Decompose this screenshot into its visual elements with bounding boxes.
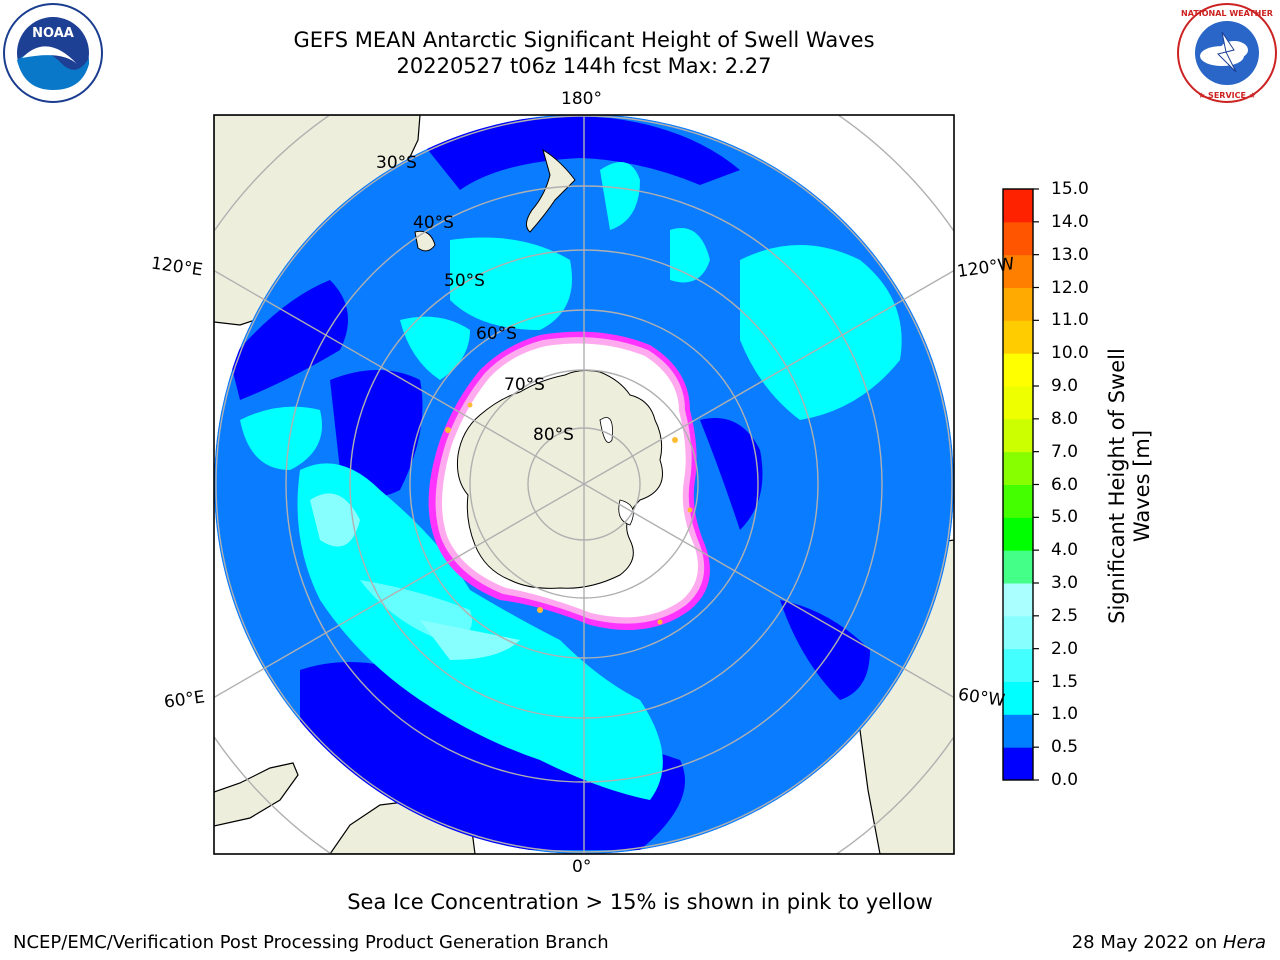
colorbar-tick-label: 10.0 <box>1051 343 1089 364</box>
footer-credit: NCEP/EMC/Verification Post Processing Pr… <box>13 932 609 953</box>
colorbar <box>1002 188 1039 781</box>
lat-label-40s: 40°S <box>413 213 454 233</box>
lat-label-30s: 30°S <box>376 153 417 173</box>
colorbar-tick-label: 13.0 <box>1051 244 1089 265</box>
colorbar-segment <box>1003 287 1033 321</box>
colorbar-segment <box>1003 221 1033 256</box>
colorbar-segment <box>1003 386 1033 420</box>
colorbar-label-text: Significant Height of Swell Waves [m] <box>1105 348 1154 624</box>
noaa-logo-text: NOAA <box>32 26 74 41</box>
lon-label-0: 0° <box>572 857 592 877</box>
colorbar-tick-label: 9.0 <box>1051 376 1079 396</box>
sea-ice-note: Sea Ice Concentration > 15% is shown in … <box>347 890 933 914</box>
footer-host: Hera <box>1222 932 1266 953</box>
colorbar-tick-label: 8.0 <box>1051 408 1079 429</box>
colorbar-segment <box>1003 615 1033 650</box>
colorbar-tick-label: 2.5 <box>1051 605 1079 626</box>
colorbar-tick-label: 3.0 <box>1051 573 1079 593</box>
colorbar-segment <box>1003 484 1033 518</box>
map-subtitle: 20220527 t06z 144h fcst Max: 2.27 <box>396 54 772 78</box>
colorbar-tick-label: 5.0 <box>1051 507 1079 528</box>
colorbar-tick-label: 7.0 <box>1051 441 1079 462</box>
colorbar-segment <box>1003 189 1033 223</box>
colorbar-segment <box>1003 550 1033 584</box>
lat-label-50s: 50°S <box>444 271 485 291</box>
colorbar-segment <box>1003 583 1033 617</box>
colorbar-tick-label: 14.0 <box>1051 211 1089 232</box>
colorbar-segment <box>1003 320 1033 354</box>
colorbar-segment <box>1003 517 1033 551</box>
lat-label-60s: 60°S <box>476 324 517 344</box>
colorbar-tick-label: 4.0 <box>1051 540 1079 561</box>
colorbar-segment <box>1003 714 1033 748</box>
colorbar-segment <box>1003 747 1033 781</box>
noaa-logo-icon: NOAA <box>3 3 103 103</box>
colorbar-tick-label: 0.5 <box>1051 737 1079 758</box>
colorbar-segment <box>1003 451 1033 485</box>
map-title: GEFS MEAN Antarctic Significant Height o… <box>293 28 875 52</box>
colorbar-tick-label: 6.0 <box>1051 474 1079 495</box>
colorbar-tick-label: 2.0 <box>1051 638 1079 659</box>
lat-label-80s: 80°S <box>533 425 574 445</box>
colorbar-segment <box>1003 418 1033 453</box>
colorbar-tick-label: 12.0 <box>1051 277 1089 298</box>
colorbar-tick-label: 11.0 <box>1051 310 1089 331</box>
colorbar-segment <box>1003 648 1033 682</box>
colorbar-segment <box>1003 681 1033 715</box>
footer-date: 28 May 2022 on Hera <box>1072 932 1266 953</box>
colorbar-label: Significant Height of Swell Waves [m] <box>1105 326 1155 646</box>
colorbar-tick-label: 15.0 <box>1051 179 1089 199</box>
colorbar-tick-label: 0.0 <box>1051 770 1079 790</box>
lon-label-180: 180° <box>561 89 602 109</box>
colorbar-tick-label: 1.0 <box>1051 704 1079 725</box>
svg-text:NATIONAL WEATHER: NATIONAL WEATHER <box>1181 9 1273 18</box>
tasmania-land <box>414 230 436 252</box>
footer-date-text: 28 May 2022 on <box>1071 932 1223 953</box>
madagascar-land <box>214 762 299 827</box>
new-zealand-land <box>526 148 576 233</box>
nws-logo-icon: NATIONAL WEATHER ★ SERVICE ★ <box>1177 3 1277 103</box>
colorbar-segment <box>1003 254 1033 288</box>
colorbar-segment <box>1003 353 1033 387</box>
svg-text:★ SERVICE ★: ★ SERVICE ★ <box>1198 91 1256 100</box>
lat-label-70s: 70°S <box>504 375 545 395</box>
colorbar-tick-label: 1.5 <box>1051 671 1079 692</box>
